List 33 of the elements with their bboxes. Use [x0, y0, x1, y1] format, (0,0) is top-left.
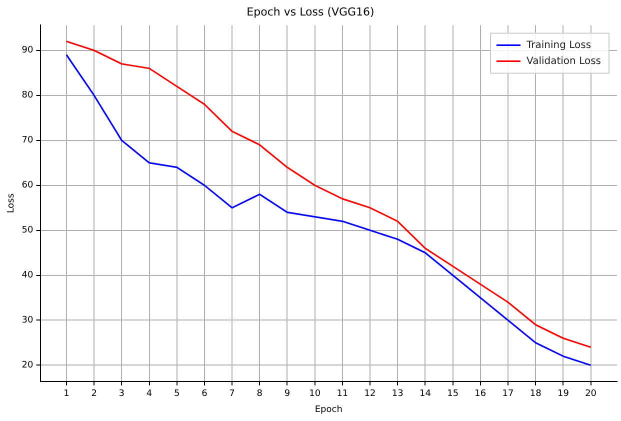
x-tick-label: 9 [284, 389, 290, 400]
y-tick-label: 20 [22, 360, 34, 371]
y-tick-label: 30 [22, 316, 34, 326]
x-tick-label: 6 [202, 389, 208, 400]
x-tick-label: 8 [256, 389, 263, 400]
x-tick-label: 14 [419, 389, 432, 400]
x-tick-label: 16 [474, 389, 486, 400]
x-tick-label: 17 [502, 389, 514, 400]
x-tick-label: 11 [336, 389, 348, 400]
x-tick-label: 5 [174, 389, 180, 400]
y-tick-label: 90 [22, 46, 34, 56]
chart-title: Epoch vs Loss (VGG16) [246, 5, 374, 18]
x-tick-label: 13 [392, 389, 404, 400]
x-tick-label: 15 [447, 389, 459, 400]
y-tick-label: 50 [22, 226, 34, 236]
x-tick-label: 20 [585, 389, 597, 400]
y-tick-label: 80 [22, 90, 34, 101]
x-axis-title: Epoch [314, 404, 342, 415]
x-tick-label: 1 [64, 389, 70, 400]
x-tick-label: 18 [530, 389, 542, 400]
x-tick-label: 7 [229, 389, 235, 400]
x-tick-label: 12 [364, 389, 376, 400]
x-tick-label: 2 [91, 389, 97, 400]
y-tick-label: 40 [22, 270, 34, 281]
legend-label: Training Loss [526, 40, 592, 51]
legend-label: Validation Loss [526, 56, 602, 67]
y-tick-label: 70 [22, 136, 34, 146]
x-tick-label: 4 [146, 389, 152, 400]
x-tick-label: 10 [309, 389, 321, 400]
x-tick-label: 3 [118, 389, 125, 400]
y-axis-title: Loss [6, 193, 17, 214]
x-tick-label: 19 [557, 389, 570, 400]
y-tick-label: 60 [22, 180, 34, 191]
